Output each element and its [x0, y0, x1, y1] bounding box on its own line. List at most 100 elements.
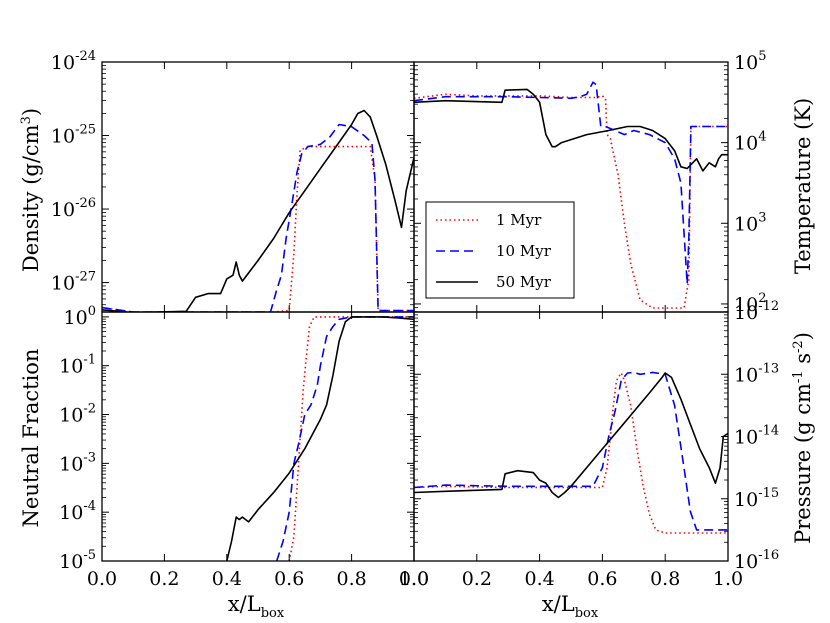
ytick-label-base-density-0: 10 — [51, 273, 75, 295]
ytick-label-neutral_fraction-0: 10-5 — [59, 548, 96, 573]
ytick-label-base-temperature-1: 10 — [734, 213, 758, 235]
ytick-label-base-neutral_fraction-0: 10 — [59, 551, 83, 573]
series-temperature-10myr — [414, 81, 728, 285]
ytick-label-exp-pressure-4: -12 — [758, 299, 779, 314]
ytick-label-exp-temperature-2: 4 — [758, 130, 766, 145]
ytick-label-neutral_fraction-1: 10-4 — [59, 499, 96, 524]
ytick-label-neutral_fraction-5: 100 — [64, 304, 96, 329]
series-density-10myr — [102, 123, 414, 312]
ytick-label-exp-temperature-3: 5 — [758, 49, 766, 64]
ytick-label-base-temperature-3: 10 — [734, 52, 758, 74]
ytick-label-neutral_fraction-2: 10-3 — [59, 450, 96, 475]
ytick-label-exp-neutral_fraction-0: -5 — [83, 548, 96, 563]
ylabel-density-sup: 3 — [19, 116, 34, 124]
ylabel-pressure-mid: s — [791, 353, 815, 370]
series-group-pressure — [414, 371, 728, 534]
ytick-label-neutral_fraction-3: 10-2 — [59, 402, 96, 427]
ytick-label-exp-temperature-1: 3 — [758, 210, 766, 225]
ytick-label-exp-pressure-3: -13 — [758, 361, 779, 376]
ytick-label-base-density-3: 10 — [51, 52, 75, 74]
xtick-label-pressure-1: 0.2 — [462, 568, 492, 590]
ytick-label-temperature-2: 104 — [734, 130, 766, 155]
xtick-label-pressure-2: 0.4 — [524, 568, 554, 590]
ylabel-pressure: Pressure (g cm-1 s-2) — [791, 332, 815, 544]
ytick-label-pressure-2: 10-14 — [734, 424, 779, 449]
series-pressure-1myr — [414, 372, 728, 534]
ylabel-density-main: Density (g/cm — [19, 124, 43, 272]
ytick-label-base-temperature-0: 10 — [734, 294, 758, 316]
ytick-label-base-density-1: 10 — [51, 199, 75, 221]
series-neutral_fraction-10myr — [275, 316, 414, 561]
ytick-label-exp-pressure-0: -16 — [758, 548, 779, 563]
ytick-label-exp-density-3: -24 — [75, 49, 96, 64]
ytick-label-base-neutral_fraction-4: 10 — [59, 356, 83, 378]
ytick-label-neutral_fraction-4: 10-1 — [59, 353, 96, 378]
ytick-label-density-2: 10-25 — [51, 123, 96, 148]
ytick-label-density-0: 10-27 — [51, 270, 96, 295]
ytick-label-base-pressure-2: 10 — [734, 427, 758, 449]
ytick-label-base-neutral_fraction-2: 10 — [59, 453, 83, 475]
legend-label-10myr: 10 Myr — [496, 242, 552, 260]
ytick-label-exp-neutral_fraction-2: -3 — [83, 450, 96, 465]
ytick-label-exp-neutral_fraction-5: 0 — [88, 304, 96, 319]
ytick-label-density-1: 10-26 — [51, 196, 96, 221]
ytick-label-pressure-1: 10-15 — [734, 486, 779, 511]
xtick-label-neutral_fraction-5: 1.0 — [399, 568, 429, 590]
legend: 1 Myr 10 Myr 50 Myr — [425, 201, 575, 299]
xtick-label-pressure-3: 0.6 — [587, 568, 617, 590]
xtick-label-neutral_fraction-1: 0.2 — [149, 568, 179, 590]
ylabel-density: Density (g/cm3) — [19, 108, 43, 272]
series-density-50myr — [102, 109, 414, 312]
xlabel-right: x/Lbox — [542, 592, 599, 621]
ytick-label-base-pressure-3: 10 — [734, 364, 758, 386]
ytick-label-pressure-3: 10-13 — [734, 361, 779, 386]
ylabel-pressure-sup2: -2 — [791, 340, 806, 353]
ytick-label-exp-neutral_fraction-4: -1 — [83, 353, 96, 368]
ytick-label-exp-pressure-2: -14 — [758, 424, 779, 439]
ylabel-pressure-main: Pressure (g cm — [791, 383, 815, 544]
ylabel-temperature: Temperature (K) — [791, 98, 815, 274]
legend-label-50myr: 50 Myr — [496, 273, 552, 291]
xlabel-left-main: x/L — [228, 592, 261, 616]
xtick-label-neutral_fraction-3: 0.6 — [274, 568, 304, 590]
xtick-label-pressure-4: 0.8 — [650, 568, 680, 590]
ytick-label-pressure-4: 10-12 — [734, 299, 779, 324]
ytick-label-exp-density-1: -26 — [75, 196, 96, 211]
legend-label-1myr: 1 Myr — [496, 211, 542, 229]
ytick-label-base-pressure-1: 10 — [734, 489, 758, 511]
xlabel-left: x/Lbox — [228, 592, 285, 621]
xtick-label-neutral_fraction-0: 0.0 — [87, 568, 117, 590]
xlabel-right-main: x/L — [542, 592, 575, 616]
series-pressure-50myr — [414, 372, 728, 499]
series-pressure-10myr — [414, 371, 728, 531]
xtick-label-neutral_fraction-2: 0.4 — [212, 568, 242, 590]
series-group-density — [102, 109, 414, 312]
series-temperature-50myr — [414, 88, 728, 172]
ytick-label-base-neutral_fraction-1: 10 — [59, 502, 83, 524]
ytick-label-base-density-2: 10 — [51, 126, 75, 148]
xtick-label-pressure-5: 1.0 — [713, 568, 743, 590]
ytick-label-base-neutral_fraction-3: 10 — [59, 405, 83, 427]
series-group-temperature — [414, 81, 728, 309]
ytick-label-base-temperature-2: 10 — [734, 133, 758, 155]
ytick-label-exp-pressure-1: -15 — [758, 486, 779, 501]
ytick-label-pressure-0: 10-16 — [734, 548, 779, 573]
ylabel-density-end: ) — [19, 108, 43, 116]
ytick-label-exp-density-0: -27 — [75, 270, 96, 285]
xtick-label-pressure-0: 0.0 — [399, 568, 429, 590]
ytick-label-base-pressure-0: 10 — [734, 551, 758, 573]
ytick-label-temperature-1: 103 — [734, 210, 766, 235]
ylabel-pressure-end: ) — [791, 332, 815, 340]
xlabel-right-sub: box — [575, 606, 599, 621]
series-neutral_fraction-1myr — [288, 316, 414, 561]
ytick-label-base-pressure-4: 10 — [734, 302, 758, 324]
ytick-label-exp-density-2: -25 — [75, 123, 96, 138]
ytick-label-exp-neutral_fraction-1: -4 — [83, 499, 96, 514]
xtick-label-neutral_fraction-4: 0.8 — [336, 568, 366, 590]
xlabel-left-sub: box — [261, 606, 285, 621]
panels: 10-2710-2610-2510-2410210310410510-510-4… — [51, 49, 779, 590]
